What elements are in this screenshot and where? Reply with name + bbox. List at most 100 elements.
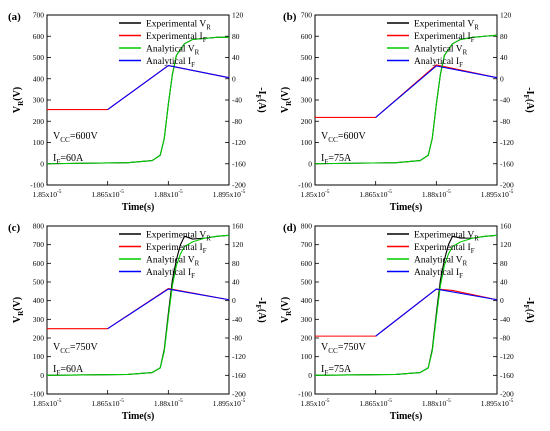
y-right-tick-label: -40 — [232, 96, 242, 105]
y-right-tick-label: 160 — [232, 222, 244, 231]
series-analytical-i-f — [375, 288, 498, 337]
panel-label: (b) — [283, 11, 297, 23]
panel-label: (c) — [8, 222, 21, 234]
y-right-tick-label: -120 — [500, 352, 514, 361]
x-tick-label: 1.865x10-5 — [359, 189, 392, 199]
y-right-axis-label: -IF(A) — [522, 87, 535, 113]
legend-entry: Experimental IF — [146, 243, 207, 255]
annotation-vcc: VCC=750V — [321, 342, 366, 355]
y-right-tick-label: -40 — [500, 96, 510, 105]
y-right-tick-label: 80 — [232, 32, 240, 41]
annotation-if: IF=60A — [53, 153, 84, 166]
y-right-tick-label: -80 — [232, 334, 242, 343]
annotation-if: IF=60A — [53, 364, 84, 377]
y-right-tick-label: -160 — [500, 371, 514, 380]
x-tick-label: 1.88x10-5 — [154, 398, 183, 408]
y-left-tick-label: 500 — [33, 53, 45, 62]
y-left-tick-label: -100 — [298, 181, 312, 190]
x-axis-label: Time(s) — [122, 202, 155, 213]
x-tick-label: 1.88x10-5 — [422, 398, 451, 408]
y-left-tick-label: 100 — [33, 352, 45, 361]
legend-entry: Experimental IF — [414, 32, 475, 44]
x-axis-label: Time(s) — [390, 202, 423, 213]
legend-entry: Analytical IF — [414, 57, 463, 69]
y-left-tick-label: 500 — [301, 53, 313, 62]
series-analytical-v-r — [314, 34, 498, 165]
y-left-axis-label: VR(V) — [12, 87, 25, 113]
legend-entry: Analytical IF — [146, 268, 195, 280]
legend-entry: Experimental IF — [414, 243, 475, 255]
y-left-tick-label: 200 — [33, 334, 45, 343]
y-left-tick-label: -100 — [30, 181, 44, 190]
y-left-tick-label: 300 — [301, 96, 313, 105]
legend-entry: Experimental IF — [146, 32, 207, 44]
y-right-tick-label: 120 — [232, 240, 244, 249]
y-left-tick-label: 300 — [301, 315, 313, 324]
x-tick-label: 1.85x10-5 — [33, 189, 62, 199]
y-right-tick-label: -160 — [500, 159, 514, 168]
y-right-tick-label: -200 — [232, 181, 246, 190]
y-left-tick-label: 400 — [301, 296, 313, 305]
y-right-tick-label: -120 — [500, 138, 514, 147]
y-right-tick-label: 0 — [500, 296, 504, 305]
plot-frame — [314, 225, 498, 395]
series-analytical-i-f — [375, 65, 498, 118]
legend-entry: Analytical IF — [146, 57, 195, 69]
series-experimental-v-r — [314, 234, 498, 376]
annotation-if: IF=75A — [321, 153, 352, 166]
y-right-tick-label: 120 — [232, 11, 244, 20]
y-right-tick-label: 120 — [500, 240, 512, 249]
y-left-tick-label: 500 — [33, 278, 45, 287]
y-right-tick-label: -40 — [500, 315, 510, 324]
y-right-tick-label: 40 — [232, 53, 240, 62]
annotation-vcc: VCC=750V — [53, 342, 98, 355]
chart-panel-2: (b)-1000100200300400500600700-200-160-12… — [280, 11, 535, 214]
y-right-tick-label: 160 — [500, 222, 512, 231]
y-left-tick-label: 300 — [33, 96, 45, 105]
y-left-tick-label: 0 — [40, 159, 44, 168]
y-left-tick-label: 0 — [40, 371, 44, 380]
x-tick-label: 1.895x10-5 — [213, 189, 246, 199]
series-analytical-v-r — [314, 234, 498, 376]
y-left-tick-label: 600 — [33, 259, 45, 268]
y-right-axis-label: -IF(A) — [254, 297, 267, 323]
legend-entry: Experimental VR — [414, 20, 479, 32]
x-tick-label: 1.85x10-5 — [33, 398, 62, 408]
y-left-tick-label: 200 — [301, 334, 313, 343]
x-tick-label: 1.865x10-5 — [91, 189, 124, 199]
y-right-axis-label: -IF(A) — [254, 87, 267, 113]
y-left-tick-label: 700 — [33, 11, 45, 20]
y-right-tick-label: -200 — [500, 390, 514, 399]
y-left-tick-label: 600 — [301, 32, 313, 41]
x-tick-label: 1.865x10-5 — [359, 398, 392, 408]
y-left-tick-label: 200 — [301, 117, 313, 126]
y-left-tick-label: 700 — [301, 240, 313, 249]
y-right-tick-label: -80 — [232, 117, 242, 126]
y-right-tick-label: -200 — [500, 181, 514, 190]
y-right-tick-label: -40 — [232, 315, 242, 324]
annotation-if: IF=75A — [321, 364, 352, 377]
y-left-tick-label: -100 — [30, 390, 44, 399]
series-analytical-v-r — [46, 36, 229, 165]
y-left-tick-label: 100 — [33, 138, 45, 147]
y-left-tick-label: 400 — [301, 74, 313, 83]
legend-entry: Experimental VR — [414, 231, 479, 243]
y-right-tick-label: 40 — [232, 278, 240, 287]
y-left-tick-label: 400 — [33, 296, 45, 305]
legend-entry: Analytical IF — [414, 268, 463, 280]
y-left-tick-label: 100 — [301, 138, 313, 147]
x-tick-label: 1.85x10-5 — [301, 398, 330, 408]
y-right-tick-label: -120 — [232, 352, 246, 361]
y-right-tick-label: -80 — [500, 334, 510, 343]
y-left-tick-label: 200 — [33, 117, 45, 126]
panel-label: (a) — [8, 11, 21, 23]
y-left-tick-label: -100 — [298, 390, 312, 399]
x-axis-label: Time(s) — [122, 411, 155, 422]
series-experimental-v-r — [314, 34, 498, 165]
x-axis-label: Time(s) — [390, 411, 423, 422]
legend-entry: Analytical VR — [146, 256, 200, 268]
y-right-tick-label: -200 — [232, 390, 246, 399]
y-left-axis-label: VR(V) — [12, 297, 25, 323]
y-left-tick-label: 800 — [301, 222, 313, 231]
